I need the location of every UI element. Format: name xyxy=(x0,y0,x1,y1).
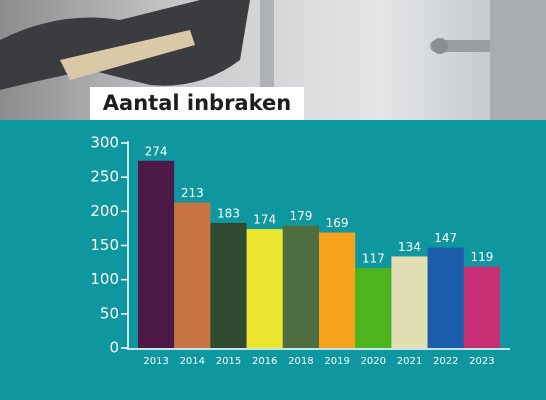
value-label: 134 xyxy=(398,240,421,254)
bar xyxy=(282,225,319,348)
bar xyxy=(174,202,211,348)
x-tick-label: 2022 xyxy=(433,356,458,367)
bar xyxy=(427,247,464,348)
chart-title: Aantal inbraken xyxy=(90,87,304,120)
value-label: 274 xyxy=(145,144,168,158)
x-tick-label: 2019 xyxy=(324,356,349,367)
bar xyxy=(246,229,283,348)
x-tick-label: 2018 xyxy=(288,356,313,367)
bar xyxy=(463,266,500,348)
y-tick-label: 250 xyxy=(90,168,119,186)
x-tick-label: 2021 xyxy=(397,356,422,367)
bar xyxy=(391,256,428,348)
y-tick-label: 150 xyxy=(90,236,119,254)
x-tick-label: 2013 xyxy=(143,356,168,367)
value-label: 119 xyxy=(470,250,493,264)
x-tick-label: 2023 xyxy=(469,356,494,367)
bar xyxy=(138,160,175,348)
y-tick-label: 300 xyxy=(90,134,119,152)
y-tick-label: 0 xyxy=(109,339,119,357)
value-label: 213 xyxy=(181,186,204,200)
value-label: 183 xyxy=(217,206,240,220)
bar xyxy=(355,268,392,348)
value-label: 169 xyxy=(326,216,349,230)
x-tick-label: 2014 xyxy=(180,356,205,367)
value-label: 174 xyxy=(253,213,276,227)
value-label: 117 xyxy=(362,252,385,266)
y-tick-label: 50 xyxy=(100,304,119,322)
value-label: 147 xyxy=(434,231,457,245)
y-tick-label: 200 xyxy=(90,202,119,220)
value-label: 179 xyxy=(289,209,312,223)
x-tick-label: 2020 xyxy=(361,356,386,367)
bar xyxy=(319,232,356,348)
bar xyxy=(210,222,247,348)
y-tick-label: 100 xyxy=(90,270,119,288)
x-tick-label: 2016 xyxy=(252,356,277,367)
x-tick-label: 2015 xyxy=(216,356,241,367)
